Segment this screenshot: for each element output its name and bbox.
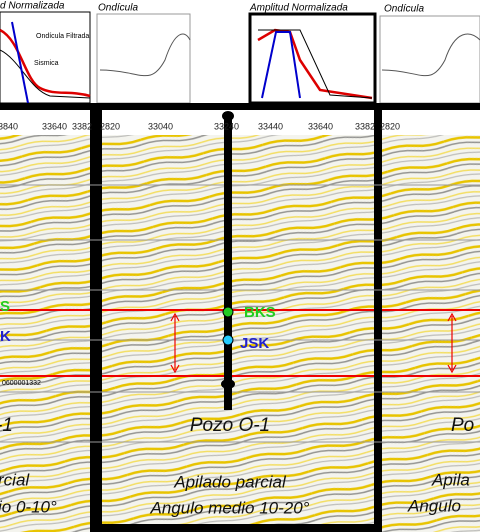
seismic-middle	[102, 135, 374, 524]
caption: rcial	[0, 470, 30, 489]
curve	[258, 29, 373, 99]
axis-label: 2820	[380, 121, 400, 131]
horizon-label: K	[0, 328, 11, 345]
plot-frame	[379, 15, 480, 104]
horizon-label: BKS	[244, 304, 276, 321]
well-log	[221, 111, 235, 410]
caption: Apilado parcial	[173, 472, 287, 491]
well-label: Pozo O-1	[190, 415, 270, 436]
plot-frame	[0, 11, 91, 104]
top-plots: d Normalizada Ondícula Filtrada Sismica …	[0, 1, 480, 105]
plot-title: d Normalizada	[0, 1, 65, 12]
curve	[261, 31, 301, 99]
seismic-left	[0, 135, 90, 532]
axis-label: 33640	[42, 121, 67, 131]
axis-label: 33440	[258, 121, 283, 131]
plot-title: Amplitud Normalizada	[249, 3, 348, 14]
horizon-label: JSK	[240, 335, 269, 352]
axis-label: 3382	[72, 121, 92, 131]
caption: Angulo medio 10-20°	[150, 498, 310, 517]
curve	[0, 28, 91, 98]
axis-label: 33240	[214, 121, 239, 131]
legend: Ondícula Filtrada	[36, 33, 89, 40]
axis-label: 2820	[100, 121, 120, 131]
legend: Sismica	[34, 60, 59, 67]
horizons	[0, 309, 480, 377]
well-label: -1	[0, 415, 13, 436]
horizon-label: S	[0, 298, 10, 315]
axis-label: 3382	[355, 121, 375, 131]
curve	[0, 49, 91, 99]
axis-label: 33640	[308, 121, 333, 131]
caption: Apila	[431, 470, 470, 489]
plot-frame	[248, 12, 377, 105]
labels: 3840 33640 3382 S K 0600001332 -1 rcial …	[0, 121, 474, 517]
curve	[381, 33, 480, 77]
curve	[11, 21, 29, 104]
trace-label: 0600001332	[2, 380, 41, 387]
seismic-right	[382, 135, 480, 532]
plot-title: Ondícula	[98, 3, 138, 14]
plot-title: Ondícula	[384, 4, 424, 15]
well-label: Po	[451, 415, 474, 436]
grid	[0, 184, 480, 443]
plot-frame	[96, 13, 191, 104]
curve	[99, 33, 191, 77]
axis-label: 3840	[0, 121, 18, 131]
caption: io 0-10°	[0, 497, 57, 516]
axis-label: 33040	[148, 121, 173, 131]
caption: Angulo	[407, 496, 461, 515]
